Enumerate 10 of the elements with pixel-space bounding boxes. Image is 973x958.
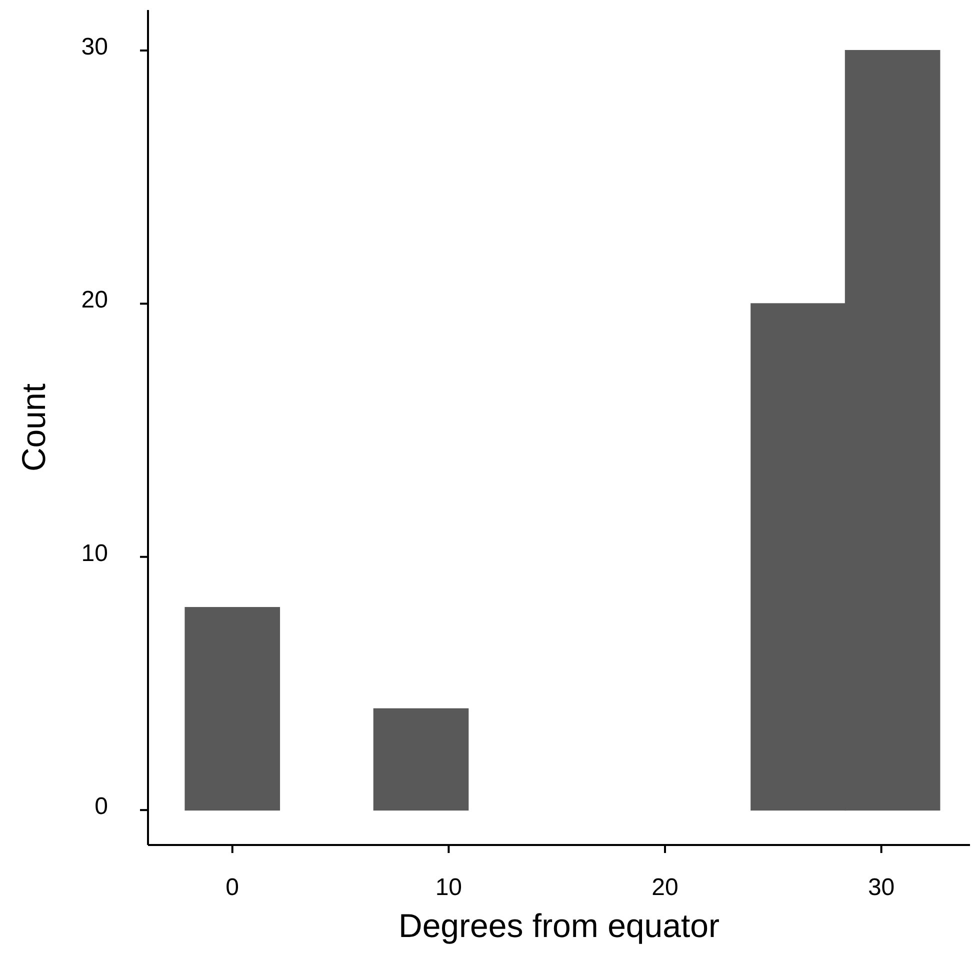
x-axis-title: Degrees from equator bbox=[398, 907, 720, 944]
x-tick-label: 0 bbox=[226, 874, 240, 901]
x-tick-label: 20 bbox=[652, 874, 678, 901]
y-tick-label: 30 bbox=[81, 33, 108, 60]
x-tick-label: 30 bbox=[868, 874, 895, 901]
y-tick-label: 20 bbox=[81, 286, 108, 314]
y-axis-title: Count bbox=[15, 383, 52, 472]
y-tick-label: 0 bbox=[94, 793, 108, 820]
x-tick-label: 10 bbox=[435, 874, 462, 901]
y-tick-label: 10 bbox=[81, 540, 108, 567]
